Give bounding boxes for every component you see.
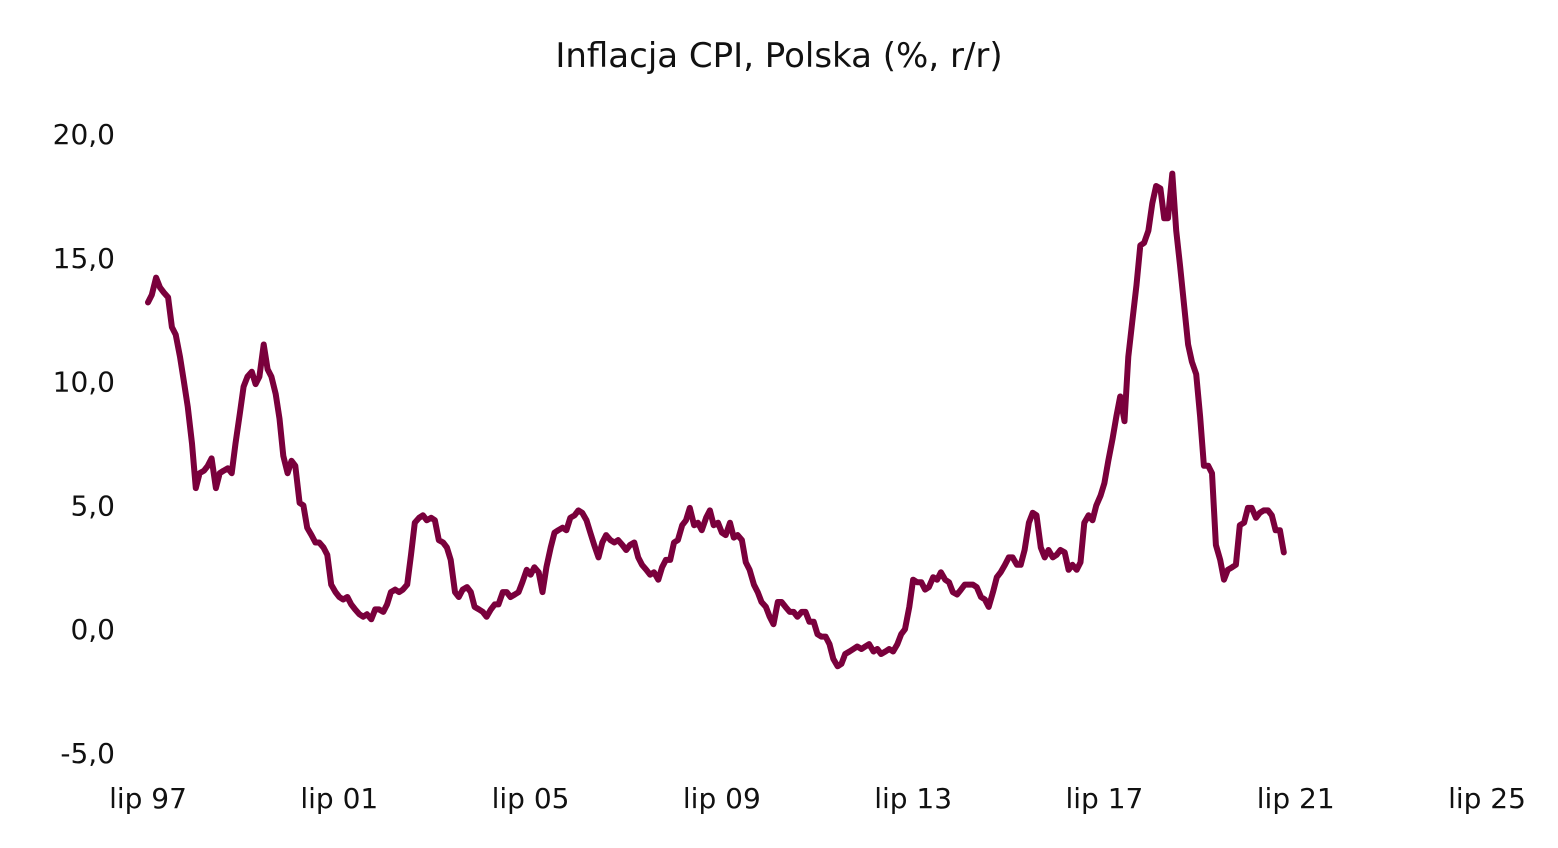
y-tick-label: -5,0 xyxy=(60,737,115,770)
x-tick-label: lip 17 xyxy=(1065,782,1143,815)
y-axis-ticks: 20,0 15,0 10,0 5,0 0,0 -5,0 xyxy=(53,118,115,770)
x-tick-label: lip 09 xyxy=(683,782,761,815)
y-tick-label: 5,0 xyxy=(70,489,115,522)
y-tick-label: 10,0 xyxy=(53,366,115,399)
x-tick-label: lip 97 xyxy=(109,782,187,815)
x-tick-label: lip 01 xyxy=(300,782,378,815)
x-tick-label: lip 05 xyxy=(492,782,570,815)
x-tick-label: lip 25 xyxy=(1448,782,1526,815)
chart-title: Inflacja CPI, Polska (%, r/r) xyxy=(555,36,1003,76)
series-group xyxy=(145,170,1287,670)
series-line-cpi xyxy=(145,170,1287,670)
x-axis-ticks: lip 97 lip 01 lip 05 lip 09 lip 13 lip 17 lip … xyxy=(109,782,1526,815)
x-tick-label: lip 21 xyxy=(1257,782,1335,815)
y-tick-label: 0,0 xyxy=(70,613,115,646)
x-tick-label: lip 13 xyxy=(874,782,952,815)
y-tick-label: 20,0 xyxy=(53,118,115,151)
y-tick-label: 15,0 xyxy=(53,242,115,275)
